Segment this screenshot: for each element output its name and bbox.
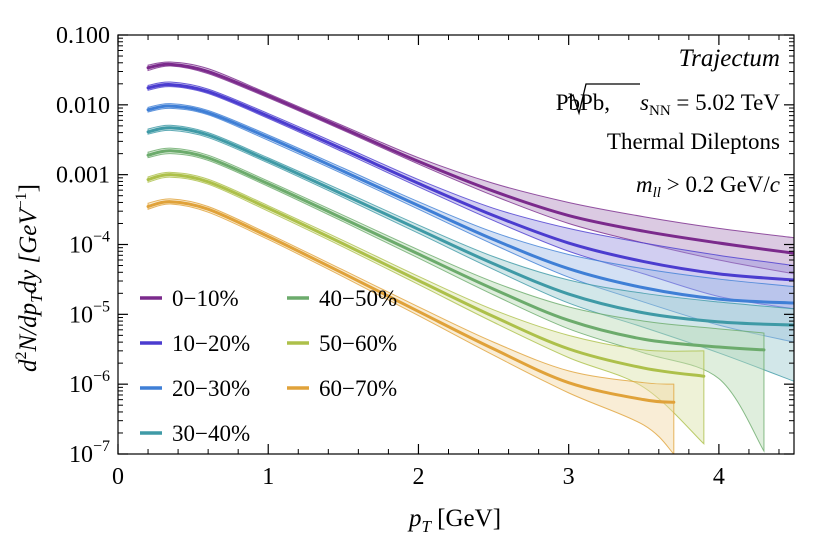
annotation-cut: mll > 0.2 GeV/c <box>636 172 780 201</box>
svg-text:PbPb,sNN = 5.02 TeV: PbPb, sNN = 5.02 TeV <box>556 90 781 119</box>
band-series-6 <box>147 171 705 445</box>
legend-label: 40−50% <box>319 286 397 311</box>
y-tick-label: 10−5 <box>69 298 110 328</box>
legend-label: 0−10% <box>172 286 239 311</box>
x-tick-label: 4 <box>713 464 725 490</box>
y-tick-label: 0.010 <box>56 93 110 119</box>
band-series-5 <box>147 147 765 453</box>
legend-label: 30−40% <box>172 421 250 446</box>
legend-item: 40−50% <box>287 286 397 311</box>
annotation-process: Thermal Dileptons <box>607 129 780 154</box>
y-axis-label: d2N/dpTdy [GeV−1] <box>13 184 46 372</box>
legend-item: 60−70% <box>287 376 397 401</box>
y-tick-label: 10−6 <box>69 368 110 398</box>
legend: 0−10% 40−50% 10−20% 50−60% 20−30% 60−70% 30−40… <box>140 286 397 446</box>
x-tick-label: 1 <box>262 464 274 490</box>
series-lines <box>146 62 794 404</box>
y-tick-label: 0.100 <box>56 23 110 49</box>
legend-item: 50−60% <box>287 331 397 356</box>
legend-item: 10−20% <box>140 331 250 356</box>
line-series-3 <box>146 104 794 305</box>
axis-ticks <box>117 34 794 455</box>
line-series-4 <box>146 126 794 327</box>
x-tick-label: 2 <box>412 464 424 490</box>
legend-label: 50−60% <box>319 331 397 356</box>
x-tick-label: 3 <box>563 464 575 490</box>
line-series-6 <box>146 173 706 378</box>
annotation-trajectum: Trajectum <box>679 45 780 72</box>
x-tick-label: 0 <box>112 464 124 490</box>
x-axis-label: pT [GeV] <box>407 505 501 536</box>
line-series-5 <box>146 149 766 352</box>
line-series-2 <box>146 83 794 282</box>
tick-labels: 0 1 2 3 4 10−7 10−6 10−5 10−4 0.001 0.010 0.100 <box>56 23 725 490</box>
line-series-1 <box>146 62 794 255</box>
y-tick-label: 10−7 <box>69 438 110 468</box>
sqrt-sign-icon <box>567 83 640 116</box>
legend-item: 20−30% <box>140 376 250 401</box>
y-tick-label: 0.001 <box>56 163 110 189</box>
line-series-7 <box>146 200 676 404</box>
legend-label: 20−30% <box>172 376 250 401</box>
legend-item: 0−10% <box>140 286 239 311</box>
y-tick-label: 10−4 <box>69 229 110 259</box>
annotation-system: PbPb, sNN = 5.02 TeV <box>556 83 781 119</box>
legend-item: 30−40% <box>140 421 250 446</box>
legend-label: 60−70% <box>319 376 397 401</box>
legend-label: 10−20% <box>172 331 250 356</box>
